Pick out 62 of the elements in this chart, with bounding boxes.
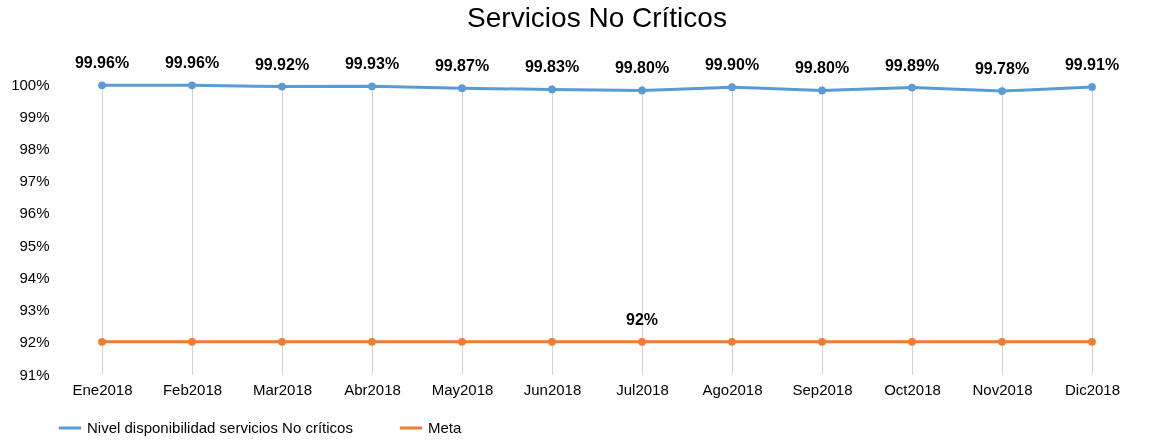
data-label: 99.83% [524,58,580,76]
x-tick-label: Ene2018 [72,380,133,398]
point [818,86,826,95]
point [368,337,376,346]
x-tick-label: Jul2018 [616,380,669,398]
legend-label: Nivel disponibilidad servicios No críticos [87,419,353,436]
x-tick-label: Nov2018 [972,380,1033,398]
point [728,337,736,346]
y-tick-label: 92% [19,333,50,351]
data-label: 99.96% [164,54,220,72]
point [188,337,196,346]
data-label: 99.92% [254,55,310,73]
y-tick-label: 94% [19,268,50,286]
data-label: 99.90% [704,56,760,74]
point [368,82,376,91]
legend-label: Meta [428,419,462,436]
y-tick-label: 99% [19,107,50,125]
point [278,82,286,91]
point [908,83,916,92]
point [98,81,106,90]
x-tick-label: Feb2018 [162,380,223,398]
point [548,85,556,94]
point [998,337,1006,346]
data-label: 99.89% [884,56,940,74]
y-tick-label: 98% [19,139,50,157]
x-tick-label: Jun2018 [523,380,582,398]
data-label: 99.93% [344,55,400,73]
y-tick-label: 97% [19,172,50,190]
y-tick-label: 93% [19,301,50,319]
data-label: 99.80% [614,59,670,77]
point [1088,337,1096,346]
point [998,87,1006,95]
y-tick-label: 96% [19,204,50,222]
data-label: 92% [625,310,659,328]
point [98,337,106,346]
data-label: 99.96% [74,54,130,72]
point [278,337,286,346]
x-tick-label: May2018 [431,380,494,398]
x-tick-label: Dic2018 [1064,380,1121,398]
data-label: 99.87% [434,57,490,75]
x-tick-label: Sep2018 [792,380,853,398]
point [908,337,916,346]
point [458,337,466,346]
x-tick-label: Oct2018 [884,380,941,398]
x-tick-label: Mar2018 [252,380,313,398]
point [1088,83,1096,91]
point [818,337,826,346]
y-tick-label: 91% [19,365,50,383]
data-label: 99.80% [794,59,850,77]
point [548,337,556,346]
point [638,86,646,95]
point [638,337,646,346]
point [458,84,466,93]
y-tick-label: 100% [11,75,50,93]
point [728,83,736,92]
x-tick-label: Abr2018 [344,380,401,398]
chart-title: Servicios No Críticos [467,2,727,34]
point [188,81,196,90]
data-label: 99.78% [974,60,1030,78]
x-tick-label: Ago2018 [702,380,763,398]
data-label: 99.91% [1064,55,1120,73]
y-tick-label: 95% [19,236,50,254]
